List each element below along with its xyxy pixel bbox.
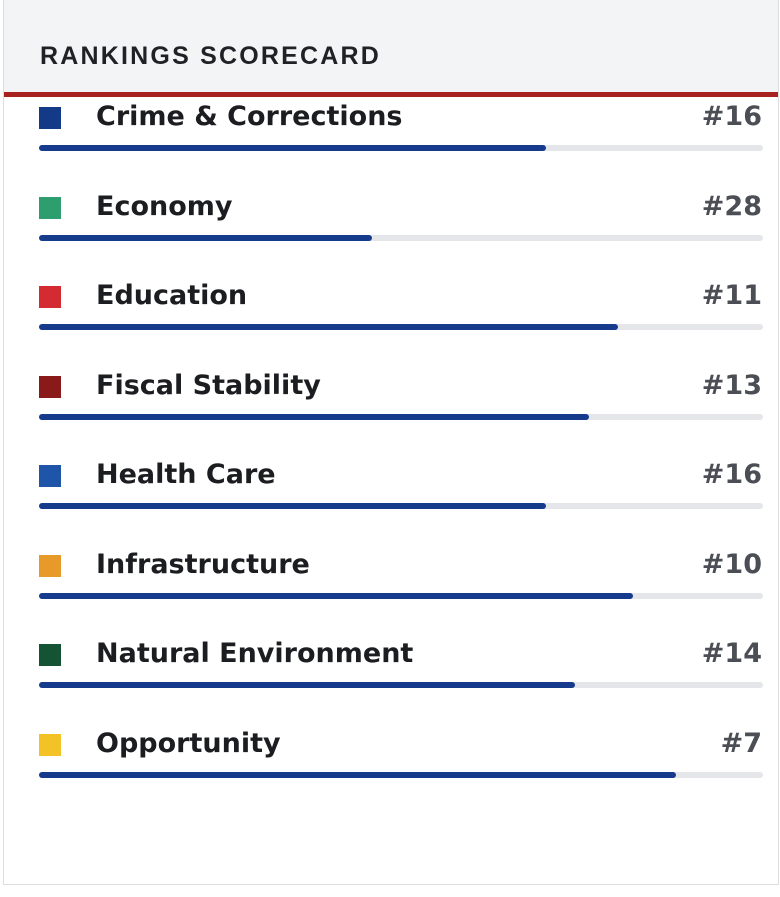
ranking-progress-fill xyxy=(39,771,677,778)
ranking-progress-fill xyxy=(39,145,546,151)
ranking-progress-track xyxy=(39,503,763,509)
ranking-label: Education xyxy=(96,280,248,311)
ranking-row-economy: Economy #28 xyxy=(4,149,778,241)
ranking-progress-track xyxy=(39,771,763,778)
ranking-value: #16 xyxy=(701,459,762,490)
ranking-label: Infrastructure xyxy=(96,548,310,580)
ranking-label: Natural Environment xyxy=(96,638,414,669)
category-color-swatch xyxy=(39,375,61,398)
ranking-row-crime-corrections: Crime & Corrections #16 xyxy=(4,59,778,151)
ranking-progress-fill xyxy=(39,324,619,330)
ranking-row-opportunity: Opportunity #7 xyxy=(4,686,778,778)
ranking-progress-track xyxy=(39,234,763,241)
card-header: RANKINGS SCORECARD xyxy=(4,0,778,97)
ranking-value: #28 xyxy=(701,190,762,222)
ranking-row-infrastructure: Infrastructure #10 xyxy=(4,507,778,599)
card-title: RANKINGS SCORECARD xyxy=(40,42,382,70)
ranking-progress-fill xyxy=(39,413,590,420)
rankings-scorecard-card: RANKINGS SCORECARD Crime & Corrections #1… xyxy=(3,0,779,885)
category-color-swatch xyxy=(39,286,61,308)
ranking-label: Opportunity xyxy=(96,727,281,759)
ranking-progress-fill xyxy=(39,234,373,241)
ranking-row-natural-environment: Natural Environment #14 xyxy=(4,596,778,688)
ranking-row-health-care: Health Care #16 xyxy=(4,417,778,509)
ranking-label: Fiscal Stability xyxy=(96,369,321,401)
ranking-progress-fill xyxy=(39,682,575,688)
ranking-row-fiscal-stability: Fiscal Stability #13 xyxy=(4,328,778,420)
ranking-progress-track xyxy=(39,592,763,599)
category-color-swatch xyxy=(39,107,61,129)
ranking-progress-track xyxy=(39,145,763,151)
category-color-swatch xyxy=(39,733,61,756)
ranking-value: #16 xyxy=(701,101,762,132)
category-color-swatch xyxy=(39,554,61,577)
category-color-swatch xyxy=(39,644,61,666)
ranking-value: #13 xyxy=(701,369,762,401)
category-color-swatch xyxy=(39,196,61,219)
ranking-row-education: Education #11 xyxy=(4,238,778,330)
ranking-label: Crime & Corrections xyxy=(96,101,403,132)
ranking-value: #7 xyxy=(720,727,762,759)
ranking-value: #11 xyxy=(701,280,762,311)
ranking-progress-track xyxy=(39,324,763,330)
ranking-progress-track xyxy=(39,413,763,420)
ranking-label: Health Care xyxy=(96,459,276,490)
ranking-progress-track xyxy=(39,682,763,688)
category-color-swatch xyxy=(39,465,61,487)
ranking-progress-fill xyxy=(39,503,546,509)
ranking-value: #14 xyxy=(701,638,762,669)
ranking-value: #10 xyxy=(701,548,762,580)
ranking-progress-fill xyxy=(39,592,633,599)
ranking-label: Economy xyxy=(96,190,233,222)
